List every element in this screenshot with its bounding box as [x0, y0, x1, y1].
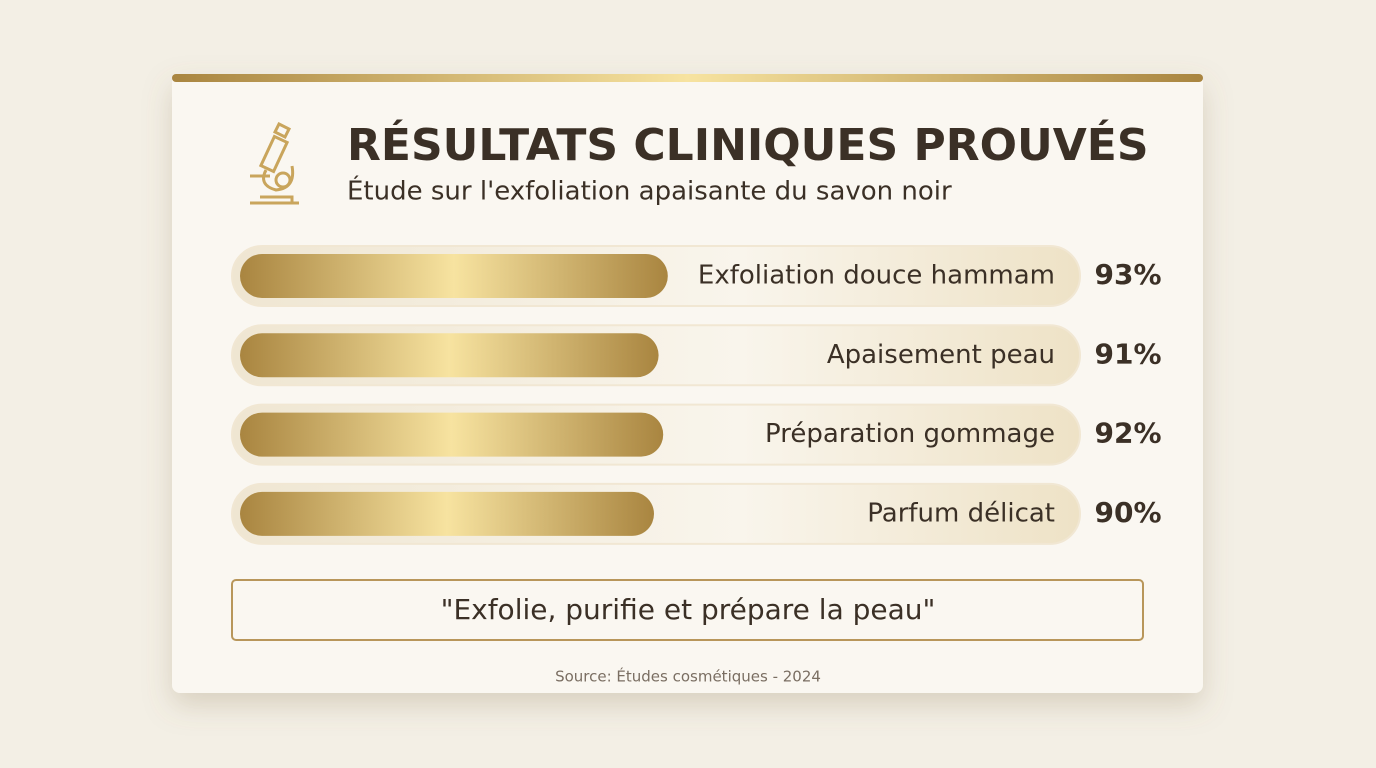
bar [240, 412, 664, 457]
quote-box [231, 579, 1144, 641]
value-label: 92% [1094, 417, 1161, 450]
bar [240, 333, 659, 378]
quote: "Exfolie, purifie et prépare la peau" [441, 593, 936, 626]
bar [240, 254, 668, 298]
card-top-border [172, 74, 1203, 82]
value-label: 91% [1094, 337, 1161, 370]
source: Source: Études cosmétiques - 2024 [555, 667, 821, 686]
bar [240, 491, 654, 536]
category-label: Apaisement peau [827, 340, 1055, 370]
category-label: Préparation gommage [765, 419, 1055, 449]
chart-title: RÉSULTATS CLINIQUES PROUVÉS [347, 118, 1149, 171]
microscope-icon [250, 121, 299, 205]
value-label: 93% [1094, 258, 1161, 291]
category-label: Exfoliation douce hammam [698, 261, 1055, 291]
category-label: Parfum délicat [867, 498, 1055, 528]
chart-subtitle: Étude sur l'exfoliation apaisante du sav… [347, 175, 952, 207]
value-label: 90% [1094, 496, 1161, 529]
